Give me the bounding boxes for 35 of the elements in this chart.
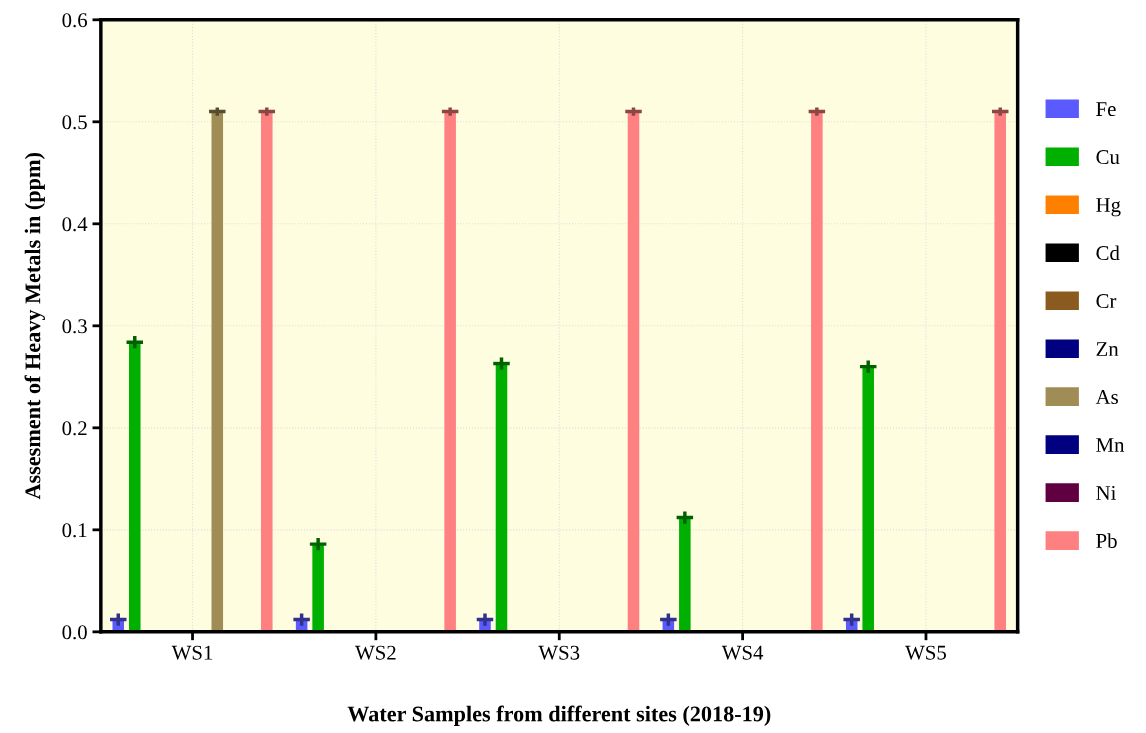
legend-label: Fe xyxy=(1096,102,1116,117)
bar xyxy=(128,342,141,632)
y-tick-label: 0.6 xyxy=(62,13,88,28)
legend-label: Cr xyxy=(1096,294,1117,309)
legend-label: Mn xyxy=(1096,438,1125,452)
legend-label: Pb xyxy=(1096,533,1117,548)
x-tick-label: WS2 xyxy=(355,645,396,660)
legend-label: Cd xyxy=(1096,245,1120,261)
y-tick-label: 0.3 xyxy=(62,319,87,334)
x-tick-label: WS1 xyxy=(171,645,213,660)
bar xyxy=(261,111,273,632)
bar xyxy=(495,363,508,632)
x-axis-title: Water Samples from different sites (2018-19) xyxy=(347,705,771,726)
y-tick-label: 0.1 xyxy=(62,523,87,538)
bar xyxy=(862,366,874,632)
bar xyxy=(444,111,456,632)
x-tick-label: WS4 xyxy=(721,645,764,660)
bar xyxy=(811,111,823,632)
bar xyxy=(679,517,691,632)
x-tick-label: WS5 xyxy=(905,645,946,660)
y-tick-label: 0.2 xyxy=(62,421,87,436)
y-axis-title: Assesment of Heavy Metals in (ppm) xyxy=(24,153,45,500)
y-tick-label: 0.5 xyxy=(62,115,87,130)
x-tick-label: WS3 xyxy=(538,645,580,660)
legend-label: Cu xyxy=(1096,150,1120,165)
legend-label: Hg xyxy=(1096,198,1121,217)
legend-label: Zn xyxy=(1096,342,1119,356)
bar xyxy=(211,111,224,632)
bar xyxy=(994,111,1006,632)
y-tick-label: 0.0 xyxy=(62,625,87,640)
legend-label: Ni xyxy=(1096,485,1116,500)
y-tick-label: 0.4 xyxy=(62,217,88,232)
legend-label: As xyxy=(1095,390,1118,405)
bar xyxy=(627,111,640,632)
bar xyxy=(312,544,324,632)
